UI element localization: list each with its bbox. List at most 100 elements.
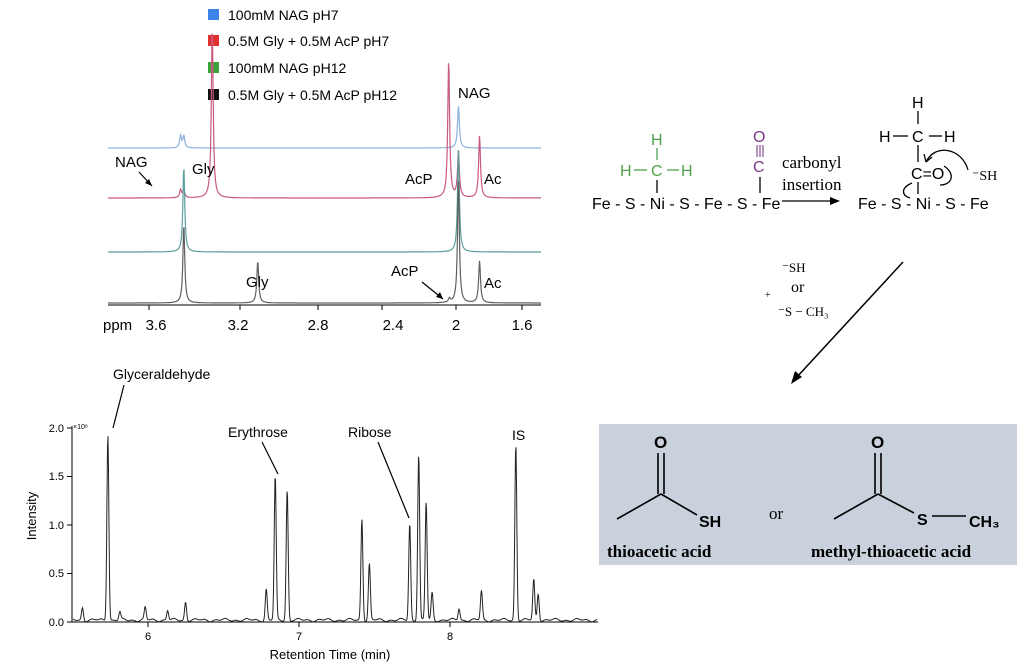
arrow-label-carbonyl: carbonyl: [782, 153, 842, 172]
thioacetic-acid: [616, 453, 698, 520]
atom-sh: SH: [699, 514, 721, 531]
atom-h-right: H: [944, 129, 956, 146]
nmr-tick-label: 1.6: [512, 317, 533, 334]
products-box: O SH thioacetic acid or O S CH₃ methyl-t…: [599, 424, 1017, 565]
products-background: [599, 424, 1017, 565]
methyl-group: H H C H: [620, 132, 693, 180]
peak-label-ribose: Ribose: [348, 424, 392, 440]
y-tick-label: 1.0: [49, 520, 64, 532]
nmr-tick-label: 2.4: [383, 317, 404, 334]
peak-label-erythrose: Erythrose: [228, 424, 288, 440]
nmr-label-nag-left: NAG: [115, 154, 148, 171]
atom-h-top: H: [912, 95, 924, 112]
peak-pointer-ribose: [377, 441, 410, 519]
bond: [616, 493, 662, 520]
nmr-tick-label: 3.2: [228, 317, 249, 334]
chromatogram-axes: [71, 426, 598, 623]
y-axis-label: Intensity: [24, 491, 39, 540]
peak-pointer-glyceraldehyde: [112, 384, 125, 429]
legend-swatch-blue: [208, 9, 219, 20]
diagonal-arrow: [795, 261, 904, 379]
x-tick-label: 8: [447, 631, 453, 643]
acetyl-bonds: [893, 111, 969, 199]
atom-o: O: [654, 433, 667, 452]
nmr-arrowhead-nag: [145, 179, 152, 186]
nmr-tick-label: 2.8: [308, 317, 329, 334]
nmr-label-nag-top: NAG: [458, 85, 491, 102]
diagonal-arrowhead: [791, 371, 802, 384]
atom-h-left: H: [879, 129, 891, 146]
curved-arrow-head: [923, 153, 933, 163]
nmr-tick-label: 2: [452, 317, 460, 334]
nmr-annotations: NAG NAG Gly AcP Ac Gly AcP Ac: [115, 85, 502, 300]
nmr-panel: 100mM NAG pH7 0.5M Gly + 0.5M AcP pH7 10…: [103, 7, 542, 334]
atom-s: S: [917, 512, 928, 529]
nmr-spectrum-trace: [108, 33, 542, 199]
nmr-label-gly-red: Gly: [192, 161, 215, 178]
legend-label: 100mM NAG pH12: [228, 60, 346, 76]
reagent-sh: ⁻SH: [782, 260, 805, 275]
x-tick-label: 6: [145, 631, 151, 643]
right-chain: Fe - S - Ni - S - Fe: [858, 196, 989, 213]
legend-swatch-green: [208, 62, 219, 73]
nmr-axis-unit: ppm: [103, 317, 132, 334]
product-name-thioacetic: thioacetic acid: [607, 542, 712, 561]
x-axis-label: Retention Time (min): [270, 647, 391, 662]
nmr-label-acp-red: AcP: [405, 171, 433, 188]
products-or: or: [769, 504, 784, 523]
co-ligand: O C: [753, 129, 765, 176]
acetyl-complex: H H C H C=O ⁻SH Fe - S - Ni - S - Fe: [858, 95, 997, 213]
atom-h-right: H: [681, 163, 693, 180]
atom-c-co: C: [753, 159, 765, 176]
nmr-tick-label: 3.6: [146, 317, 167, 334]
nmr-label-gly-black: Gly: [246, 274, 269, 291]
y-tick-label: 0.0: [49, 617, 64, 629]
reagent-or: or: [791, 279, 805, 296]
legend-label: 0.5M Gly + 0.5M AcP pH12: [228, 87, 397, 103]
curved-arrow-attack: [925, 149, 969, 171]
nmr-spectrum-trace: [108, 106, 541, 149]
nmr-label-acp-black: AcP: [391, 263, 419, 280]
curved-arrow-migration: [902, 182, 913, 199]
co-triple-bond: [756, 145, 764, 157]
y-multiplier: ×10⁸: [73, 424, 88, 431]
y-tick-label: 1.5: [49, 471, 64, 483]
bond: [877, 493, 915, 514]
reagent-plus: +: [765, 290, 771, 301]
methyl-bonds: [634, 148, 679, 171]
atom-ch3: CH₃: [969, 514, 1000, 531]
atom-h-left: H: [620, 163, 632, 180]
carbonyl-group: C=O: [911, 166, 944, 183]
peak-label-glyceraldehyde: Glyceraldehyde: [113, 366, 210, 382]
atom-o: O: [871, 433, 884, 452]
curved-arrow-electrons: [939, 165, 952, 186]
nmr-legend: 100mM NAG pH7 0.5M Gly + 0.5M AcP pH7 10…: [208, 7, 397, 103]
legend-label: 100mM NAG pH7: [228, 7, 339, 23]
thiolate-attack: ⁻SH: [972, 169, 997, 184]
bond: [660, 493, 698, 516]
bond: [833, 493, 879, 520]
nmr-spectra: [108, 33, 542, 304]
x-ticks: [147, 622, 451, 627]
reagent-sch3: ⁻S − CH₃: [778, 304, 829, 319]
chromatogram-annotations: Glyceraldehyde Erythrose Ribose IS: [112, 366, 525, 519]
reaction-arrowhead: [830, 197, 840, 205]
atom-o: O: [753, 129, 765, 146]
nmr-spectrum-trace: [108, 181, 541, 304]
y-tick-label: 2.0: [49, 423, 64, 435]
y-tick-label: 0.5: [49, 568, 64, 580]
y-ticks: [67, 427, 72, 623]
y-tick-labels: 0.0 0.5 1.0 1.5 2.0: [49, 423, 64, 629]
methyl-thioacetic-acid: [833, 453, 966, 520]
peak-label-is: IS: [512, 427, 525, 443]
legend-swatch-red: [208, 35, 219, 46]
arrow-label-insertion: insertion: [782, 175, 842, 194]
peak-pointer-erythrose: [261, 441, 279, 475]
atom-c: C: [651, 163, 663, 180]
chromatogram-trace: [72, 436, 598, 623]
atom-h-top: H: [651, 132, 663, 149]
reaction-scheme: H H C H O C Fe - S - Ni - S - Fe - S - F…: [592, 95, 997, 384]
nmr-arrowhead-acp: [436, 292, 443, 299]
nmr-ticks: [148, 305, 523, 310]
